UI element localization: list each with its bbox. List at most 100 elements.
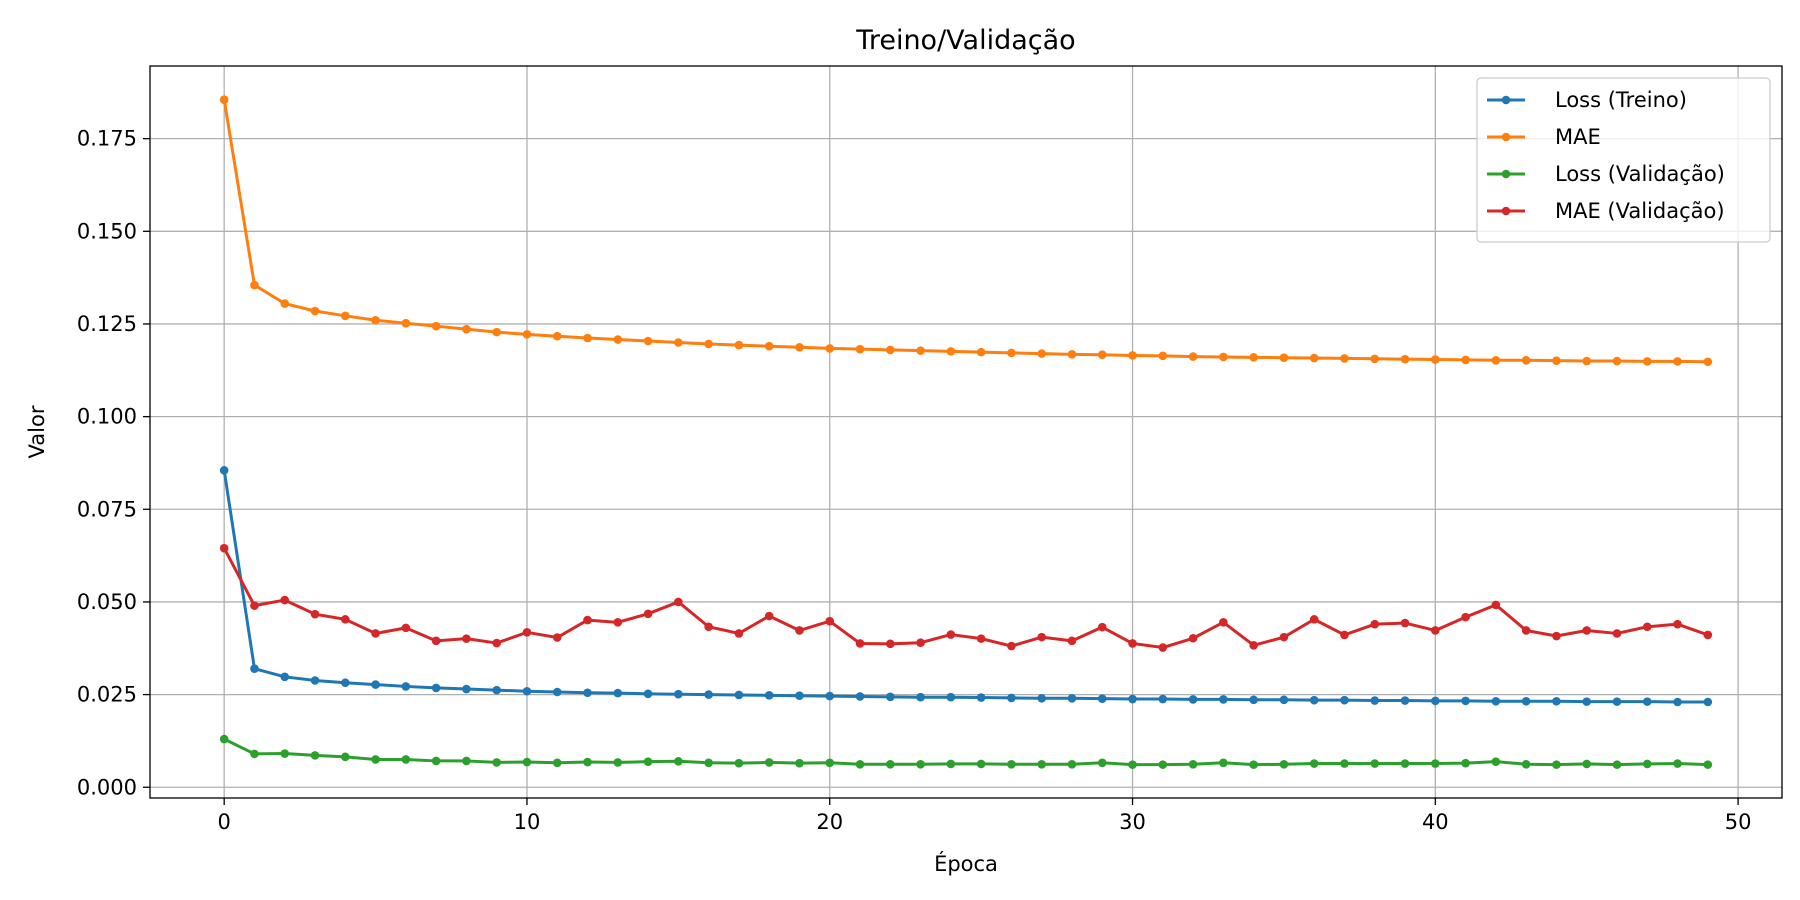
- data-point: [583, 688, 592, 698]
- data-point: [1400, 759, 1410, 768]
- x-tick-label: 40: [1422, 810, 1449, 834]
- data-point: [916, 638, 925, 648]
- data-point: [1219, 758, 1228, 768]
- data-point: [1491, 696, 1501, 706]
- data-point: [1703, 357, 1713, 367]
- data-point: [613, 335, 623, 344]
- data-point: [825, 344, 835, 353]
- data-point: [1067, 693, 1077, 703]
- data-point: [1673, 357, 1682, 366]
- data-point: [764, 758, 774, 767]
- data-point: [1461, 758, 1470, 768]
- data-point: [1582, 356, 1592, 366]
- data-point: [1612, 760, 1622, 769]
- data-point: [1219, 618, 1228, 627]
- y-tick-label: 0.175: [77, 127, 137, 151]
- data-point: [552, 331, 562, 341]
- data-point: [1037, 632, 1046, 642]
- data-point: [734, 629, 744, 638]
- data-point: [1249, 353, 1258, 362]
- data-point: [1067, 350, 1077, 359]
- data-point: [219, 95, 229, 105]
- data-point: [946, 347, 956, 356]
- data-point: [825, 616, 835, 626]
- data-point: [764, 611, 774, 621]
- legend-swatch-marker: [1501, 206, 1511, 216]
- data-point: [734, 690, 744, 700]
- data-point: [1370, 354, 1380, 364]
- data-point: [1400, 618, 1410, 628]
- legend-item: MAE (Validação): [1487, 199, 1725, 223]
- data-point: [1612, 629, 1622, 638]
- data-point: [1431, 696, 1440, 706]
- y-tick-label: 0.150: [77, 219, 137, 243]
- data-point: [1188, 633, 1198, 643]
- legend-item: Loss (Treino): [1487, 88, 1687, 112]
- data-point: [1461, 355, 1470, 365]
- data-point: [431, 683, 441, 693]
- x-tick-label: 20: [816, 810, 843, 834]
- data-point: [1340, 759, 1349, 768]
- series-0: [219, 466, 1713, 707]
- data-point: [704, 758, 713, 768]
- series-3: [219, 543, 1713, 652]
- data-point: [855, 639, 865, 648]
- legend-box: [1476, 77, 1771, 243]
- data-point: [1097, 694, 1107, 703]
- data-point: [552, 633, 562, 642]
- data-point: [1128, 760, 1137, 769]
- data-point: [1642, 357, 1652, 366]
- data-point: [1521, 626, 1531, 635]
- data-point: [310, 306, 320, 316]
- data-point: [250, 601, 259, 610]
- legend-item: Loss (Validação): [1487, 162, 1725, 186]
- data-point: [764, 691, 774, 700]
- data-point: [1128, 639, 1137, 648]
- data-point: [1279, 632, 1289, 642]
- data-point: [1037, 693, 1046, 703]
- data-point: [1340, 354, 1349, 363]
- data-point: [1037, 759, 1046, 769]
- data-point: [401, 318, 411, 328]
- data-point: [1340, 630, 1349, 640]
- data-point: [492, 758, 501, 767]
- data-point: [643, 689, 653, 699]
- legend-swatch-marker: [1501, 169, 1511, 179]
- data-point: [583, 333, 592, 343]
- data-point: [886, 692, 895, 702]
- data-point: [522, 628, 532, 637]
- data-point: [1400, 696, 1410, 705]
- data-point: [704, 339, 713, 349]
- data-point: [1703, 630, 1713, 640]
- data-point: [946, 630, 956, 639]
- data-point: [401, 755, 411, 764]
- x-axis-label: Época: [934, 851, 998, 876]
- data-point: [1158, 643, 1168, 652]
- data-point: [1279, 695, 1289, 705]
- data-point: [1521, 355, 1531, 365]
- data-point: [1158, 351, 1168, 361]
- data-point: [1642, 697, 1652, 706]
- data-point: [734, 340, 744, 350]
- legend: Loss (Treino) MAE Loss (Validação) MAE (Val…: [1476, 77, 1771, 243]
- data-point: [401, 682, 411, 691]
- data-point: [340, 311, 350, 321]
- data-point: [522, 330, 532, 339]
- legend-label: MAE (Validação): [1555, 199, 1725, 223]
- y-tick-label: 0.075: [77, 497, 137, 521]
- data-point: [916, 692, 925, 702]
- data-point: [1007, 348, 1016, 358]
- data-point: [340, 615, 350, 624]
- data-point: [1067, 759, 1077, 769]
- data-point: [674, 757, 683, 766]
- data-point: [1582, 697, 1592, 706]
- series-2: [219, 734, 1713, 769]
- data-point: [492, 638, 501, 648]
- data-point: [1309, 353, 1319, 363]
- data-point: [340, 678, 350, 688]
- data-point: [613, 618, 623, 627]
- data-point: [492, 327, 501, 337]
- data-point: [886, 639, 895, 649]
- data-point: [1673, 619, 1682, 629]
